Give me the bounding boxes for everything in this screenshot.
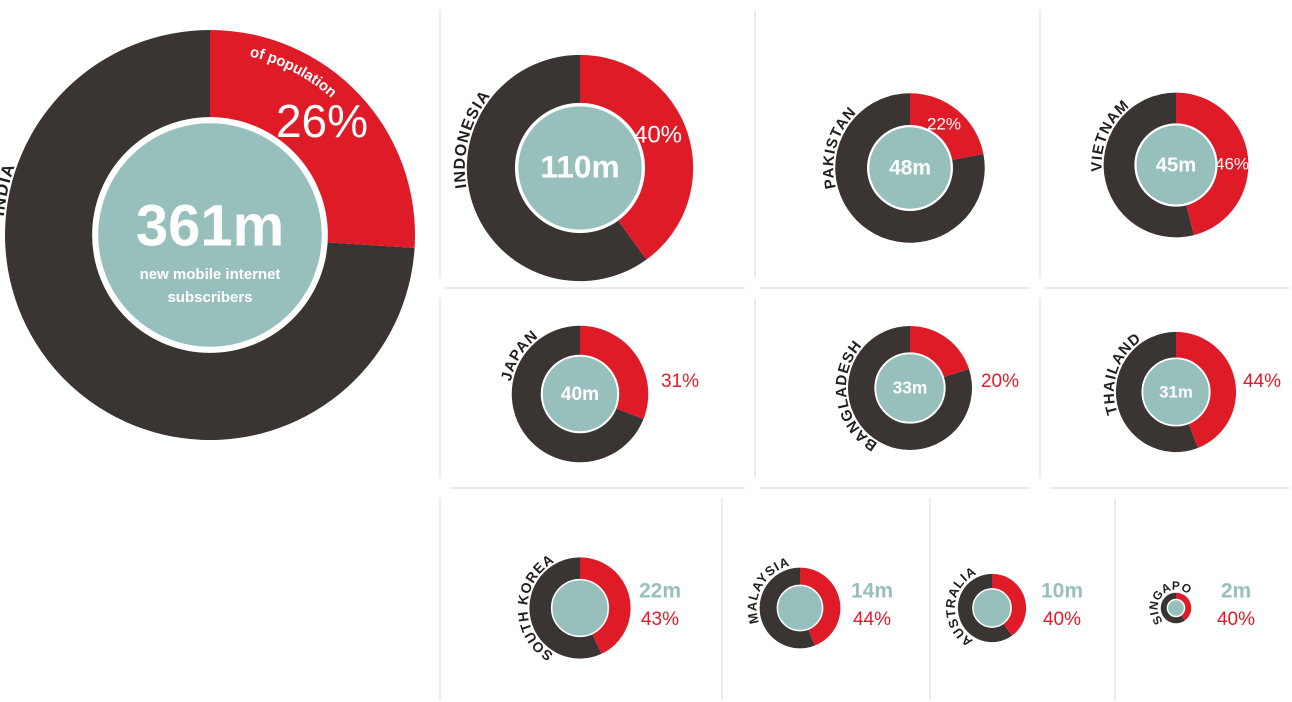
percent-label: 40% bbox=[1043, 609, 1081, 630]
subscribers-label: 33m bbox=[893, 378, 928, 398]
percent-label: 31% bbox=[661, 371, 699, 392]
subscriber-circle bbox=[972, 588, 1012, 628]
percent-label: 20% bbox=[981, 371, 1019, 392]
subscribers-label: 10m bbox=[1041, 580, 1083, 603]
subscribers-label: 48m bbox=[889, 157, 931, 180]
subscriber-circle bbox=[874, 352, 946, 424]
separators bbox=[439, 10, 1290, 700]
percent-label: 22% bbox=[927, 114, 961, 133]
subscribers-label: 110m bbox=[540, 148, 619, 184]
subscribers-label: 361m bbox=[136, 193, 284, 258]
subscribers-label: 45m bbox=[1156, 154, 1197, 176]
percent-label: 43% bbox=[641, 609, 679, 630]
annotation: new mobile internet bbox=[140, 266, 281, 283]
percent-label: 46% bbox=[1215, 154, 1249, 173]
subscriber-circle bbox=[92, 117, 328, 353]
subscriber-circle bbox=[550, 578, 610, 638]
subscriber-circle bbox=[1141, 357, 1211, 427]
subscriber-circle bbox=[1134, 123, 1218, 207]
percent-label: 44% bbox=[853, 609, 891, 630]
percent-label: 44% bbox=[1243, 371, 1281, 392]
subscribers-label: 31m bbox=[1159, 382, 1193, 401]
subscriber-circle bbox=[540, 354, 620, 434]
subscriber-circle bbox=[867, 125, 953, 211]
annotation: subscribers bbox=[167, 289, 252, 306]
subscribers-label: 40m bbox=[561, 384, 599, 405]
percent-label: 40% bbox=[634, 121, 682, 148]
subscribers-label: 22m bbox=[639, 580, 681, 603]
subscriber-circle bbox=[776, 584, 824, 632]
subscribers-label: 2m bbox=[1221, 580, 1251, 603]
percent-label: 40% bbox=[1217, 609, 1255, 630]
subscriber-circle bbox=[1166, 598, 1186, 618]
subscribers-label: 14m bbox=[851, 580, 893, 603]
percent-label: 26% bbox=[276, 95, 368, 147]
subscriber-circle bbox=[514, 102, 646, 234]
